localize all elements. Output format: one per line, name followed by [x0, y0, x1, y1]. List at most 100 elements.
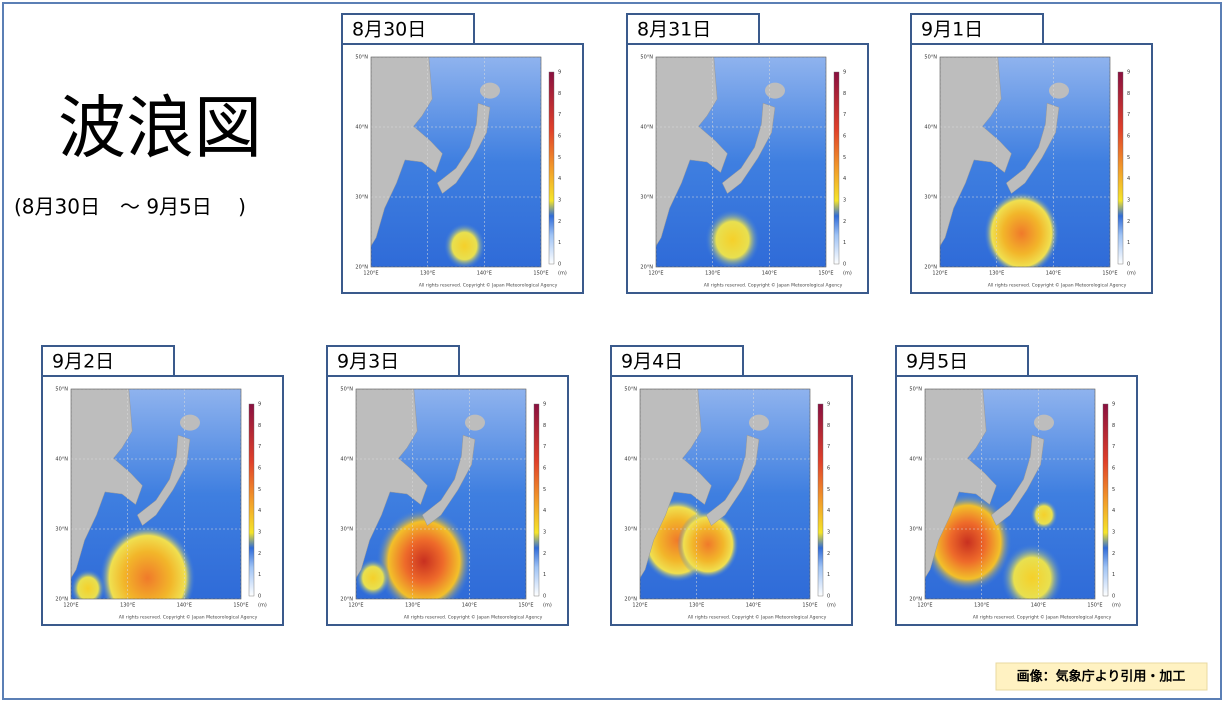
- unit-label: (m): [827, 603, 836, 609]
- lon-label: 150°E: [1087, 603, 1102, 609]
- scale-label: 9: [558, 70, 561, 76]
- lat-label: 20°N: [924, 265, 937, 271]
- unit-label: (m): [543, 603, 552, 609]
- lat-label: 40°N: [355, 125, 368, 131]
- scale-label: 2: [1127, 219, 1130, 225]
- scale-label: 7: [258, 444, 261, 450]
- scale-label: 4: [1112, 508, 1115, 514]
- copyright: All rights reserved. Copyright © Japan M…: [419, 282, 558, 289]
- land: [1005, 102, 1060, 194]
- scale-label: 0: [258, 594, 261, 600]
- map-border: [939, 56, 1111, 268]
- scale-label: 0: [843, 262, 846, 268]
- scale-label: 5: [1127, 155, 1130, 161]
- scale-label: 1: [843, 240, 846, 246]
- lat-label: 40°N: [924, 125, 937, 131]
- scale-label: 8: [558, 91, 561, 97]
- date-label: 9月4日: [621, 351, 683, 373]
- land: [480, 82, 500, 99]
- lat-label: 20°N: [340, 597, 353, 603]
- date-label: 9月1日: [921, 19, 983, 41]
- map-inner: [71, 389, 241, 599]
- map-inner: [371, 57, 541, 267]
- land: [990, 434, 1045, 526]
- lon-label: 120°E: [348, 603, 363, 609]
- lat-label: 50°N: [55, 387, 68, 393]
- lat-label: 50°N: [624, 387, 637, 393]
- scale-label: 1: [827, 572, 830, 578]
- scale-label: 0: [543, 594, 546, 600]
- wave-panel: 9月3日 120°E 130°E 140°E 150°E 50°N 40°N 30°N 20°N…: [326, 345, 569, 626]
- title: 波浪図: [58, 90, 262, 169]
- wave-area: [71, 569, 105, 599]
- map-inner: [356, 389, 526, 599]
- scale-label: 5: [843, 155, 846, 161]
- lat-label: 30°N: [640, 195, 653, 201]
- lat-label: 40°N: [624, 457, 637, 463]
- land: [71, 389, 143, 579]
- wave-panel: 8月31日 120°E 130°E 140°E 150°E 50°N 40°N 30°N 20°…: [626, 13, 869, 294]
- lon-label: 140°E: [462, 603, 477, 609]
- credit: 画像：気象庁より引用・加工: [1017, 669, 1186, 685]
- land: [640, 389, 712, 579]
- scale-label: 2: [543, 551, 546, 557]
- scale-label: 3: [1127, 198, 1130, 204]
- lon-label: 140°E: [477, 271, 492, 277]
- land: [1034, 414, 1054, 431]
- scale-label: 8: [1127, 91, 1130, 97]
- lon-label: 140°E: [1031, 603, 1046, 609]
- lon-label: 130°E: [405, 603, 420, 609]
- lon-label: 140°E: [762, 271, 777, 277]
- unit-label: (m): [843, 271, 852, 277]
- lon-label: 120°E: [932, 271, 947, 277]
- scale-label: 4: [1127, 176, 1130, 182]
- land: [749, 414, 769, 431]
- lat-label: 20°N: [640, 265, 653, 271]
- wave-area: [356, 559, 390, 597]
- scale-label: 9: [843, 70, 846, 76]
- scale-label: 1: [258, 572, 261, 578]
- lat-label: 20°N: [624, 597, 637, 603]
- scale-label: 7: [543, 444, 546, 450]
- lon-label: 150°E: [233, 603, 248, 609]
- scale-label: 2: [258, 551, 261, 557]
- land: [656, 57, 728, 247]
- lon-label: 140°E: [746, 603, 761, 609]
- date-tab: [626, 13, 760, 45]
- lon-label: 150°E: [518, 603, 533, 609]
- unit-label: (m): [1127, 271, 1136, 277]
- date-label: 9月5日: [906, 351, 968, 373]
- scale-label: 6: [1127, 134, 1130, 140]
- lon-label: 150°E: [533, 271, 548, 277]
- scale-label: 0: [1127, 262, 1130, 268]
- scale-label: 8: [543, 423, 546, 429]
- scale-label: 8: [843, 91, 846, 97]
- lat-label: 40°N: [340, 457, 353, 463]
- lat-label: 40°N: [55, 457, 68, 463]
- land: [721, 102, 776, 194]
- map-border: [924, 388, 1096, 600]
- land: [705, 434, 760, 526]
- scale-label: 6: [827, 466, 830, 472]
- land: [925, 389, 997, 579]
- map-inner: [656, 57, 826, 267]
- lon-label: 130°E: [420, 271, 435, 277]
- land: [180, 414, 200, 431]
- scale-label: 3: [543, 530, 546, 536]
- scale-label: 4: [827, 508, 830, 514]
- date-label: 8月30日: [352, 19, 426, 41]
- unit-label: (m): [258, 603, 267, 609]
- scale-label: 7: [558, 112, 561, 118]
- wave-area: [705, 209, 760, 267]
- colorbar: [817, 403, 824, 597]
- land: [940, 57, 1012, 247]
- date-label: 9月3日: [337, 351, 399, 373]
- lat-label: 50°N: [355, 55, 368, 61]
- scale-label: 9: [827, 402, 830, 408]
- scale-label: 2: [843, 219, 846, 225]
- lon-label: 130°E: [974, 603, 989, 609]
- copyright: All rights reserved. Copyright © Japan M…: [119, 614, 258, 621]
- scale-label: 7: [843, 112, 846, 118]
- scale-label: 3: [258, 530, 261, 536]
- wave-panel: 9月4日 120°E 130°E 140°E 150°E 50°N 40°N 30°N 20°N…: [610, 345, 853, 626]
